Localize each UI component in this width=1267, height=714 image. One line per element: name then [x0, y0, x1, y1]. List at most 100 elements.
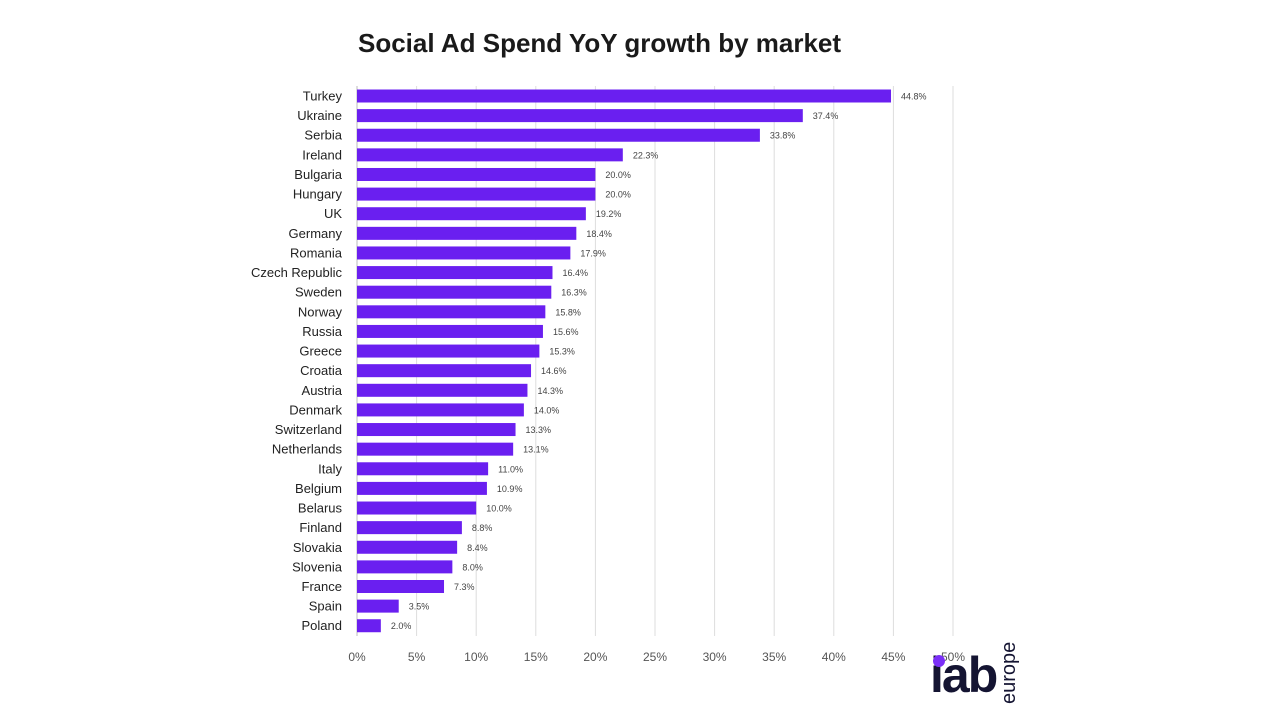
bar — [357, 423, 516, 437]
category-label: Switzerland — [275, 422, 342, 437]
category-label: Bulgaria — [294, 167, 342, 182]
value-labels: 44.8%37.4%33.8%22.3%20.0%20.0%19.2%18.4%… — [391, 92, 927, 632]
value-label: 3.5% — [409, 602, 430, 612]
value-label: 19.2% — [596, 209, 622, 219]
bar — [357, 501, 477, 515]
category-label: Finland — [299, 520, 342, 535]
bar — [357, 324, 543, 338]
x-tick-label: 40% — [822, 650, 846, 664]
category-label: Italy — [318, 461, 342, 476]
bar — [357, 89, 892, 103]
bar — [357, 383, 528, 397]
category-label: Sweden — [295, 285, 342, 300]
bar — [357, 246, 571, 260]
value-label: 10.0% — [486, 504, 512, 514]
category-label: Denmark — [289, 402, 342, 417]
x-tick-label: 30% — [703, 650, 727, 664]
x-tick-label: 20% — [583, 650, 607, 664]
bar — [357, 462, 489, 476]
logo-dot — [933, 655, 945, 667]
bar — [357, 521, 462, 535]
bar — [357, 148, 623, 162]
category-label: Ukraine — [297, 108, 342, 123]
category-label: Czech Republic — [251, 265, 343, 280]
bar — [357, 128, 760, 142]
value-label: 13.3% — [526, 425, 552, 435]
value-label: 15.8% — [555, 307, 581, 317]
category-label: Croatia — [300, 363, 343, 378]
value-label: 17.9% — [580, 248, 606, 258]
value-label: 33.8% — [770, 131, 796, 141]
bar — [357, 207, 586, 221]
bar — [357, 540, 458, 554]
category-label: Poland — [302, 618, 342, 633]
iab-europe-logo: iab europe — [928, 612, 1048, 712]
bar — [357, 403, 524, 417]
bars — [357, 89, 892, 633]
value-label: 8.4% — [467, 543, 488, 553]
value-label: 18.4% — [586, 229, 612, 239]
x-tick-label: 50% — [941, 650, 965, 664]
bar — [357, 266, 553, 280]
bar — [357, 560, 453, 574]
category-label: Spain — [309, 599, 342, 614]
x-tick-label: 5% — [408, 650, 426, 664]
value-label: 7.3% — [454, 582, 475, 592]
category-label: Turkey — [303, 89, 343, 104]
value-label: 20.0% — [605, 190, 631, 200]
bar — [357, 442, 514, 456]
category-labels: Turkey Ukraine Serbia Ireland Bulgaria Hungar… — [251, 89, 343, 634]
value-label: 10.9% — [497, 484, 523, 494]
logo-sub-text: europe — [998, 641, 1020, 704]
bar — [357, 599, 399, 613]
bar — [357, 167, 596, 181]
value-label: 44.8% — [901, 92, 927, 102]
value-label: 8.8% — [472, 523, 493, 533]
bar — [357, 619, 381, 633]
category-label: France — [302, 579, 342, 594]
bar — [357, 305, 546, 319]
bar — [357, 285, 552, 299]
category-label: Slovenia — [292, 559, 343, 574]
category-label: Hungary — [293, 187, 343, 202]
value-label: 22.3% — [633, 150, 659, 160]
category-label: Romania — [290, 245, 343, 260]
bar — [357, 580, 445, 593]
value-label: 14.6% — [541, 366, 567, 376]
category-label: Greece — [299, 344, 342, 359]
category-label: Norway — [298, 304, 343, 319]
value-label: 20.0% — [605, 170, 631, 180]
category-label: Austria — [302, 383, 343, 398]
value-label: 11.0% — [498, 464, 523, 474]
x-axis-ticks: 0% 5% 10% 15% 20% 25% 30% 35% 40% 45% 50% — [348, 650, 965, 664]
category-label: Netherlands — [272, 442, 343, 457]
x-tick-label: 25% — [643, 650, 667, 664]
category-label: Slovakia — [293, 540, 343, 555]
value-label: 14.3% — [537, 386, 563, 396]
bar — [357, 481, 487, 495]
value-label: 13.1% — [523, 445, 549, 455]
value-label: 16.3% — [561, 288, 587, 298]
category-label: Ireland — [302, 147, 342, 162]
category-label: Serbia — [304, 128, 342, 143]
bar — [357, 109, 803, 123]
bar — [357, 187, 596, 201]
category-label: Belarus — [298, 501, 343, 516]
x-tick-label: 15% — [524, 650, 548, 664]
category-label: Belgium — [295, 481, 342, 496]
category-label: Germany — [289, 226, 343, 241]
value-label: 16.4% — [562, 268, 588, 278]
chart-title: Social Ad Spend YoY growth by market — [358, 28, 842, 58]
category-label: UK — [324, 206, 342, 221]
x-tick-label: 10% — [464, 650, 488, 664]
value-label: 15.6% — [553, 327, 579, 337]
x-tick-label: 0% — [348, 650, 366, 664]
value-label: 14.0% — [534, 405, 560, 415]
bar — [357, 226, 577, 240]
x-tick-label: 35% — [762, 650, 786, 664]
value-label: 8.0% — [462, 562, 483, 572]
x-tick-label: 45% — [881, 650, 905, 664]
value-label: 2.0% — [391, 621, 412, 631]
bar — [357, 364, 532, 378]
